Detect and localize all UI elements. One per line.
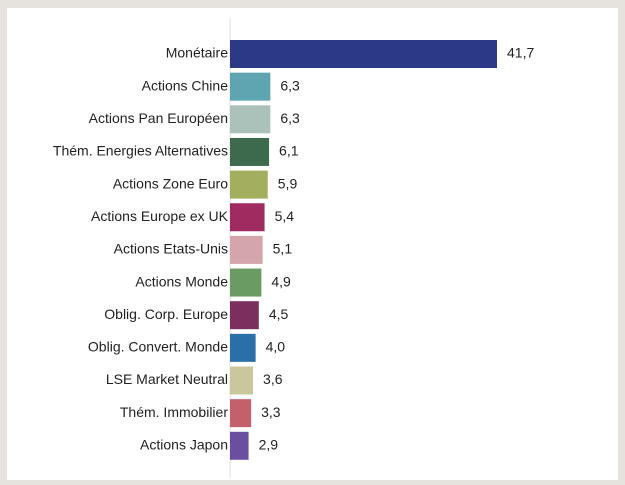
bar [230, 105, 271, 134]
value-label: 4,5 [269, 306, 289, 322]
bar [230, 235, 263, 264]
category-label: Actions Etats-Unis [114, 241, 228, 257]
bar [230, 40, 497, 68]
panel [7, 8, 618, 480]
category-label: Oblig. Convert. Monde [88, 339, 228, 355]
category-label: Actions Monde [135, 273, 228, 289]
value-label: 3,3 [261, 404, 281, 420]
value-label: 5,9 [278, 175, 298, 191]
category-label: LSE Market Neutral [106, 371, 228, 387]
value-label: 6,3 [280, 110, 300, 126]
bar [230, 203, 265, 232]
category-label: Actions Pan Européen [89, 110, 228, 126]
value-label: 3,6 [263, 371, 283, 387]
category-label: Actions Zone Euro [113, 175, 228, 191]
value-label: 5,4 [275, 208, 295, 224]
category-label: Actions Japon [140, 437, 228, 453]
value-label: 4,0 [266, 339, 286, 355]
category-label: Monétaire [166, 45, 228, 61]
bar [230, 170, 268, 199]
bar [230, 333, 256, 362]
category-label: Thém. Immobilier [120, 404, 228, 420]
value-label: 41,7 [507, 45, 534, 61]
value-label: 4,9 [271, 273, 291, 289]
bar [230, 268, 262, 297]
bar [230, 399, 252, 428]
bar [230, 301, 259, 330]
value-label: 2,9 [259, 437, 279, 453]
value-label: 6,1 [279, 143, 299, 159]
bar [230, 366, 254, 395]
bar [230, 137, 270, 166]
category-label: Actions Chine [142, 77, 229, 93]
category-label: Thém. Energies Alternatives [53, 143, 228, 159]
bar [230, 72, 271, 101]
value-label: 5,1 [273, 241, 293, 257]
category-label: Oblig. Corp. Europe [104, 306, 228, 322]
category-label: Actions Europe ex UK [91, 208, 229, 224]
bar [230, 431, 249, 460]
value-label: 6,3 [280, 77, 300, 93]
